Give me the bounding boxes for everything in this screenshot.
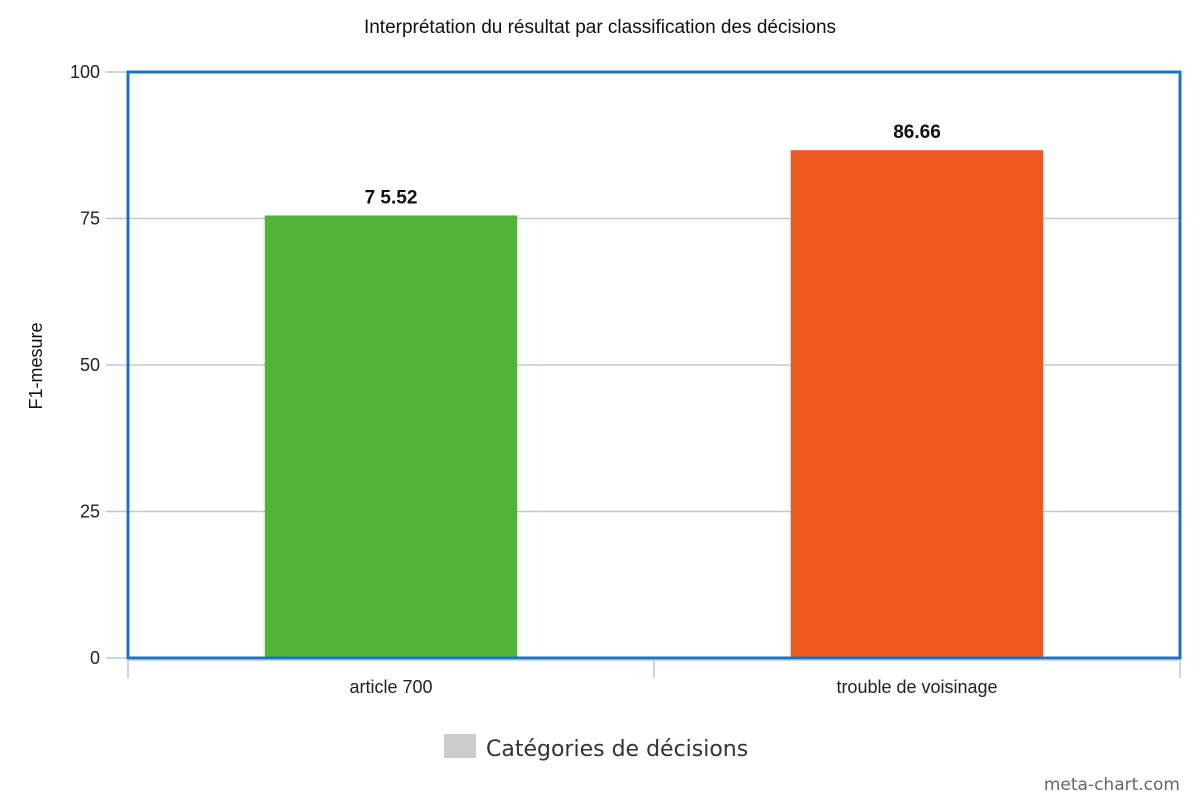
x-category-label: trouble de voisinage [836, 677, 997, 697]
x-category-label: article 700 [349, 677, 432, 697]
y-axis-title: F1-mesure [26, 322, 46, 409]
legend[interactable]: Catégories de décisions [444, 734, 748, 762]
y-axis-ticks: 0 25 50 75 100 [70, 62, 128, 668]
y-tick-label: 25 [80, 502, 100, 522]
bar[interactable] [264, 215, 518, 658]
watermark: meta-chart.com [1044, 775, 1180, 795]
x-axis: article 700 trouble de voisinage [127, 659, 1181, 697]
chart-title: Interprétation du résultat par classific… [364, 17, 836, 38]
bar[interactable] [790, 150, 1044, 658]
plot-frame [126, 70, 1182, 660]
y-tick-label: 0 [90, 648, 100, 668]
y-tick-label: 100 [70, 62, 100, 82]
legend-label[interactable]: Catégories de décisions [486, 737, 748, 762]
y-tick-label: 75 [80, 209, 100, 229]
value-label: 7 5.52 [365, 187, 418, 208]
legend-swatch[interactable] [444, 734, 476, 758]
bars [264, 150, 1044, 658]
value-label: 86.66 [893, 122, 941, 143]
value-labels: 7 5.52 86.66 [365, 122, 941, 208]
y-tick-label: 50 [80, 355, 100, 375]
